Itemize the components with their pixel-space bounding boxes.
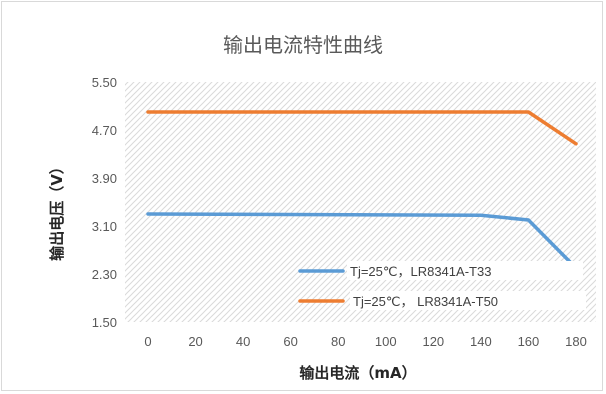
series-line-1: [146, 212, 578, 270]
x-tick-label: 60: [283, 334, 297, 349]
x-tick-label: 80: [331, 334, 345, 349]
legend-label-2: Tj=25℃， LR8341A-T50: [353, 294, 498, 309]
x-axis-ticks: 0 20 40 60 80 100 120 140 160 180: [144, 334, 586, 349]
x-tick-label: 180: [565, 334, 587, 349]
plot-area: [125, 82, 596, 322]
x-tick-label: 140: [470, 334, 492, 349]
legend-bg: [350, 291, 586, 310]
x-tick-label: 0: [144, 334, 151, 349]
x-tick-label: 100: [375, 334, 397, 349]
legend: Tj=25℃，LR8341A-T33 Tj=25℃， LR8341A-T50: [298, 261, 586, 310]
x-tick-label: 160: [518, 334, 540, 349]
x-tick-label: 120: [422, 334, 444, 349]
x-tick-label: 20: [188, 334, 202, 349]
legend-label-1: Tj=25℃，LR8341A-T33: [350, 264, 491, 279]
y-tick-label: 5.50: [92, 75, 117, 90]
x-tick-label: 40: [236, 334, 250, 349]
y-tick-label: 3.10: [92, 219, 117, 234]
chart-title: 输出电流特性曲线: [223, 33, 383, 57]
y-axis-title: 输出电压（V）: [48, 159, 66, 261]
y-tick-label: 3.90: [92, 171, 117, 186]
series-line-2: [146, 110, 578, 146]
x-axis-title: 输出电流（mA）: [299, 364, 416, 382]
y-axis-ticks: 1.50 2.30 3.10 3.90 4.70 5.50: [92, 75, 117, 330]
y-tick-label: 1.50: [92, 315, 117, 330]
y-tick-label: 2.30: [92, 267, 117, 282]
series-lines: [146, 110, 578, 270]
legend-bg: [347, 261, 583, 280]
y-tick-label: 4.70: [92, 123, 117, 138]
